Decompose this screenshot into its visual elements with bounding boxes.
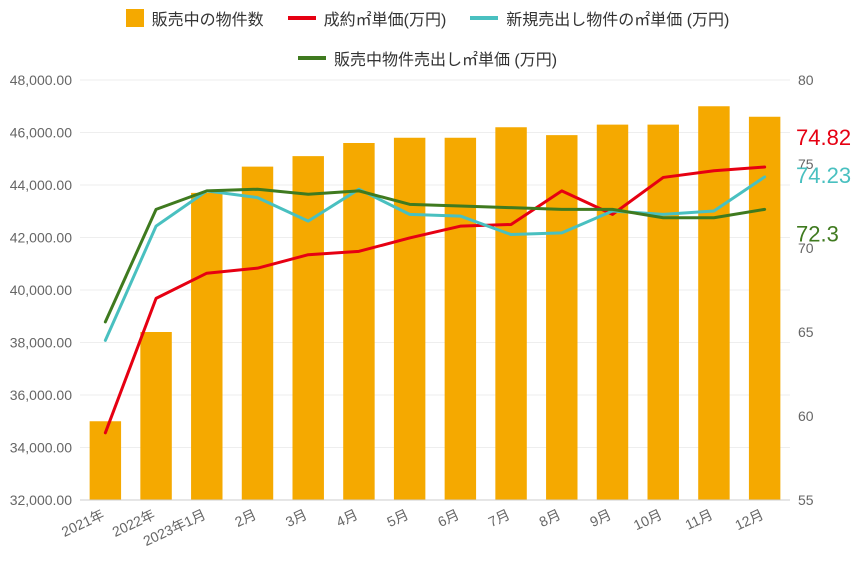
y-axis-tick-label: 42,000.00: [10, 230, 72, 246]
y-axis-tick-label: 36,000.00: [10, 387, 72, 403]
y-axis-tick-label: 46,000.00: [10, 125, 72, 141]
x-axis-tick-label: 2月: [232, 506, 259, 530]
x-axis-tick-label: 5月: [384, 506, 411, 530]
y-axis-tick-label: 34,000.00: [10, 440, 72, 456]
bar: [749, 117, 780, 500]
y2-axis-tick-label: 80: [798, 72, 814, 88]
x-axis-tick-label: 2021年: [59, 506, 107, 540]
bar: [292, 156, 323, 500]
x-axis-tick-label: 9月: [587, 506, 614, 530]
bar: [698, 106, 729, 500]
series-end-label: 72.3: [796, 221, 839, 246]
y-axis-tick-label: 40,000.00: [10, 282, 72, 298]
bar: [445, 138, 476, 500]
combo-chart: 32,000.00 34,000.00 36,000.00 38,000.00 40,0…: [0, 0, 855, 583]
x-axis-tick-label: 11月: [683, 506, 716, 533]
y-axis-tick-label: 38,000.00: [10, 335, 72, 351]
bar: [140, 332, 171, 500]
x-axis-tick-label: 3月: [283, 506, 310, 530]
x-axis-tick-label: 6月: [435, 506, 462, 530]
series-end-label: 74.23: [796, 163, 851, 188]
x-axis-tick-label: 4月: [334, 506, 361, 530]
bar: [242, 167, 273, 500]
bar: [495, 127, 526, 500]
bar: [647, 125, 678, 500]
x-axis-tick-label: 12月: [732, 506, 766, 533]
bar: [597, 125, 628, 500]
y-axis-tick-label: 32,000.00: [10, 492, 72, 508]
bar: [191, 193, 222, 500]
y2-axis-tick-label: 60: [798, 408, 814, 424]
series-end-label: 74.82: [796, 125, 851, 150]
y2-axis-tick-label: 55: [798, 492, 814, 508]
y-axis-tick-label: 44,000.00: [10, 177, 72, 193]
x-axis-tick-label: 7月: [486, 506, 513, 530]
x-axis-tick-label: 10月: [631, 506, 665, 533]
chart-container: { "chart": { "type": "combo-bar-line", "…: [0, 0, 855, 583]
y2-axis-tick-label: 65: [798, 324, 814, 340]
y-axis-tick-label: 48,000.00: [10, 72, 72, 88]
x-axis-tick-label: 8月: [537, 506, 564, 530]
bar: [394, 138, 425, 500]
